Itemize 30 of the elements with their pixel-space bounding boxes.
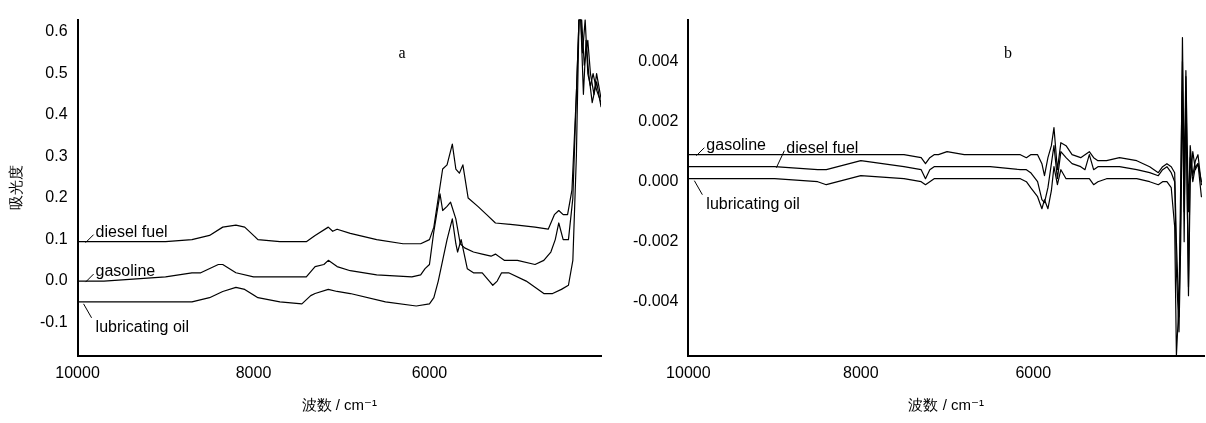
x-tick-label: 8000 xyxy=(843,363,879,381)
series-label: lubricating oil xyxy=(706,194,800,212)
y-tick-label: -0.1 xyxy=(39,313,68,330)
y-tick-label: 0.3 xyxy=(45,146,68,164)
x-tick-label: 10000 xyxy=(55,363,100,381)
x-tick-label: 6000 xyxy=(1015,363,1052,381)
x-axis-title: 波数 / cm⁻¹ xyxy=(301,396,377,414)
series-label: diesel fuel xyxy=(786,138,859,156)
x-tick-label: 6000 xyxy=(411,363,448,381)
x-tick-label: 8000 xyxy=(235,363,272,381)
y-tick-label: 0.4 xyxy=(45,105,68,123)
y-tick-label: -0.004 xyxy=(632,292,679,310)
text: a xyxy=(398,43,406,61)
y-tick-label: 0.1 xyxy=(45,229,68,247)
y-tick-label: 0.5 xyxy=(45,63,68,81)
legend-label: gasoline xyxy=(95,262,156,280)
legend-label: diesel fuel xyxy=(95,222,168,240)
x-axis-title: 波数 / cm⁻¹ xyxy=(908,396,984,414)
y-tick-label: 0.6 xyxy=(45,22,68,40)
x-tick-label: 10000 xyxy=(666,363,711,381)
y-tick-label: 0.004 xyxy=(638,52,679,70)
y-tick-label: 0.000 xyxy=(638,172,679,190)
y-tick-label: 0.0 xyxy=(45,271,68,289)
text: b xyxy=(1004,43,1013,61)
y-axis-title: 吸光度 xyxy=(7,165,25,211)
y-tick-label: 0.002 xyxy=(638,112,679,130)
y-tick-label: 0.2 xyxy=(45,188,68,206)
y-tick-label: -0.002 xyxy=(632,232,679,250)
legend-label: gasoline xyxy=(706,135,767,153)
series-label: lubricating oil xyxy=(95,317,189,335)
